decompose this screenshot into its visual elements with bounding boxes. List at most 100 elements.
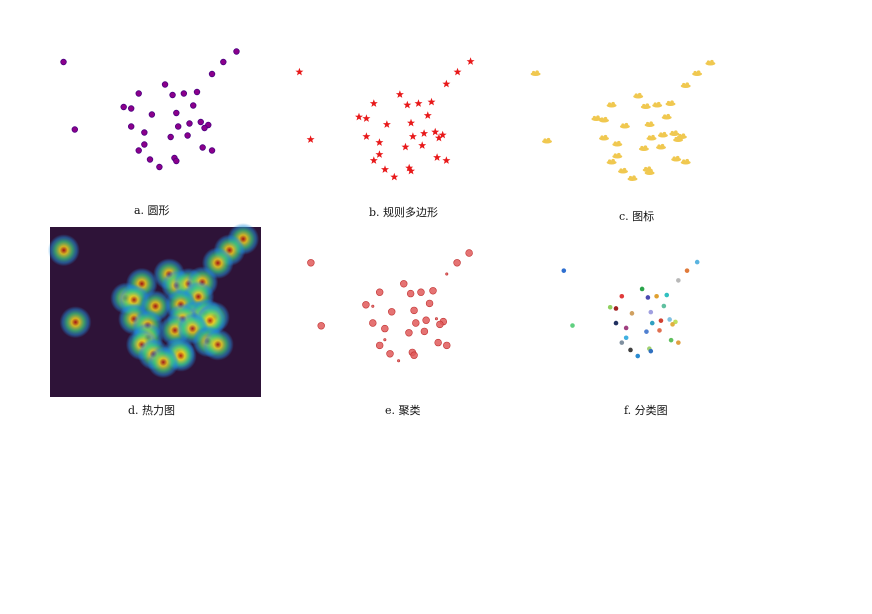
- circle-point: [180, 90, 188, 97]
- icon-point: [644, 121, 655, 127]
- star-point: [306, 135, 315, 143]
- circle-scatter-plot: [60, 48, 240, 171]
- icon-point: [530, 70, 541, 76]
- cluster-point: [429, 287, 437, 295]
- cluster-point: [420, 327, 429, 336]
- circle-point: [135, 147, 142, 154]
- star-point: [466, 57, 475, 65]
- category-point: [670, 322, 675, 327]
- cluster-point: [417, 288, 425, 296]
- star-point: [434, 133, 443, 142]
- category-point: [667, 317, 672, 322]
- category-point: [628, 347, 633, 353]
- cluster-point: [388, 308, 396, 316]
- icon-point: [661, 113, 672, 120]
- category-point: [635, 353, 641, 359]
- circle-point: [146, 156, 154, 163]
- category-point: [613, 320, 619, 326]
- cluster-point: [436, 320, 444, 329]
- caption-category: f. 分类图: [624, 404, 668, 417]
- circle-point: [127, 105, 135, 112]
- circle-point: [190, 102, 197, 109]
- icon-point: [599, 134, 609, 141]
- category-point: [645, 295, 651, 300]
- circle-point: [120, 103, 127, 111]
- cluster-point: [434, 338, 442, 347]
- icon-point: [633, 92, 644, 99]
- category-point: [661, 303, 667, 309]
- cluster-point: [381, 324, 389, 333]
- circle-point: [141, 141, 148, 148]
- circle-point: [197, 118, 204, 126]
- circle-point: [169, 91, 176, 99]
- cluster-point: [412, 319, 420, 327]
- star-point: [442, 79, 451, 88]
- circle-point: [148, 111, 156, 118]
- circle-point: [193, 88, 201, 96]
- heatmap-plot: [47, 223, 261, 397]
- star-point: [362, 114, 371, 122]
- star-point: [418, 141, 427, 149]
- category-scatter-plot: [561, 259, 700, 359]
- category-point: [654, 293, 659, 299]
- icon-point: [638, 145, 649, 151]
- cluster-point: [375, 341, 384, 350]
- category-point: [613, 306, 619, 311]
- circle-point: [184, 132, 191, 139]
- star-point: [433, 153, 442, 161]
- cluster-point: [465, 249, 473, 257]
- category-point: [619, 340, 625, 345]
- cluster-point: [406, 289, 415, 298]
- cluster-scatter-plot: [307, 249, 473, 363]
- cluster-point: [371, 304, 375, 308]
- icon-point: [627, 175, 638, 181]
- star-point: [407, 118, 415, 127]
- cluster-point: [383, 338, 387, 342]
- circle-point: [127, 123, 135, 130]
- star-point: [407, 166, 415, 175]
- cluster-point: [434, 317, 438, 321]
- category-point: [623, 325, 629, 331]
- icon-point: [680, 82, 691, 88]
- icon-point: [680, 158, 691, 165]
- icon-point: [606, 101, 617, 108]
- star-point: [362, 132, 371, 140]
- category-point: [649, 320, 655, 326]
- icon-point: [656, 143, 666, 150]
- icon-point: [652, 101, 663, 108]
- circle-point: [141, 129, 148, 136]
- category-point: [694, 259, 700, 265]
- cluster-point: [445, 272, 449, 276]
- cluster-point: [410, 351, 418, 359]
- star-point: [375, 150, 384, 158]
- cluster-point: [307, 259, 315, 267]
- category-point: [684, 268, 690, 273]
- star-point: [395, 90, 404, 98]
- category-point: [648, 309, 654, 315]
- icon-point: [671, 155, 682, 162]
- star-point: [453, 67, 462, 76]
- star-point: [369, 99, 378, 107]
- category-point: [658, 318, 664, 323]
- cluster-point: [422, 316, 430, 324]
- circle-point: [173, 157, 180, 165]
- circle-point: [199, 144, 206, 151]
- circle-point: [233, 48, 240, 55]
- circle-point: [156, 163, 163, 171]
- star-point: [414, 99, 423, 107]
- star-point: [382, 120, 391, 128]
- icon-point: [591, 115, 602, 121]
- category-point: [664, 292, 670, 298]
- circle-point: [186, 120, 193, 127]
- cluster-point: [397, 359, 401, 363]
- caption-circle: a. 圆形: [134, 204, 170, 217]
- icon-point: [618, 167, 628, 174]
- star-point: [381, 165, 389, 173]
- category-point: [629, 311, 635, 316]
- cluster-point: [400, 280, 408, 288]
- circle-point: [208, 147, 216, 154]
- icon-point: [599, 116, 609, 123]
- icon-point: [673, 136, 684, 142]
- star-point: [423, 111, 432, 119]
- star-point: [438, 130, 447, 139]
